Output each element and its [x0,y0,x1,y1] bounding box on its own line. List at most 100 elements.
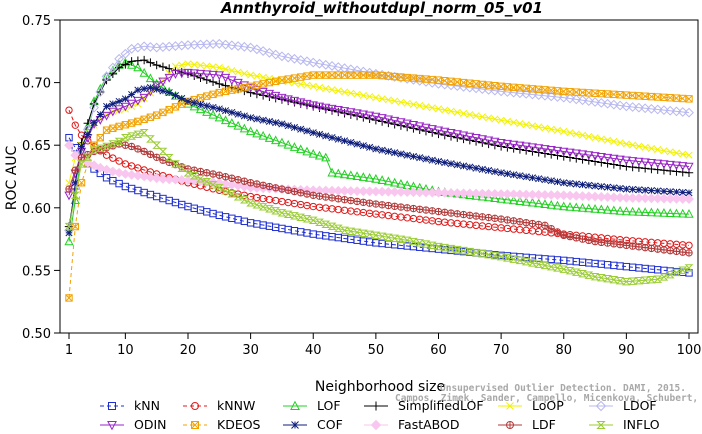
data-point-marker [209,90,217,99]
data-point-marker [228,108,236,116]
data-point-marker [133,130,143,139]
data-point-marker [234,110,242,118]
data-point-marker [272,119,280,127]
data-point-marker [127,119,136,127]
data-point-marker [640,276,650,284]
data-point-marker [191,421,199,429]
data-point-marker [214,38,225,49]
data-point-marker [251,183,262,193]
data-point-marker [515,141,525,151]
legend-label: kNN [134,398,160,413]
data-point-marker [596,97,607,108]
data-point-marker [646,103,657,114]
data-point-marker [585,132,593,140]
data-point-marker [629,185,637,193]
data-point-marker [584,271,594,279]
data-point-marker [322,193,330,201]
data-point-marker [165,89,173,97]
data-point-marker [264,47,275,58]
data-point-marker [271,184,280,192]
data-point-marker [220,73,231,83]
data-point-marker [352,186,362,197]
data-point-marker [547,125,555,133]
data-point-marker [596,191,607,202]
data-point-marker [671,161,682,171]
data-point-marker [671,193,682,204]
data-point-marker [453,108,461,116]
data-point-marker [459,246,468,255]
data-point-marker [472,112,480,120]
data-point-marker [247,114,255,122]
data-point-marker [389,186,400,197]
data-point-marker [685,151,693,159]
data-point-marker [347,138,355,146]
data-point-marker [165,105,173,114]
data-point-marker [402,236,412,245]
data-point-marker [226,40,237,51]
data-point-marker [246,179,255,187]
data-point-marker [121,95,129,103]
data-point-marker [522,218,530,227]
data-point-marker [371,173,381,183]
data-point-marker [652,193,663,204]
data-point-marker [227,118,237,127]
data-point-marker [345,186,356,196]
data-point-marker [227,76,237,86]
data-point-marker [497,169,505,177]
data-point-marker [565,266,575,275]
data-point-marker [591,237,599,246]
data-point-marker [608,99,619,110]
data-point-marker [434,207,443,216]
data-point-marker [584,156,593,165]
data-point-marker [152,153,161,162]
data-point-marker [415,122,425,132]
data-point-marker [171,160,180,168]
data-point-marker [659,193,669,204]
data-point-marker [308,57,319,68]
data-point-marker [527,197,538,207]
data-point-marker [196,175,205,183]
data-point-marker [577,95,588,106]
data-point-marker [509,217,518,225]
data-point-marker [416,154,424,162]
data-point-marker [572,154,581,163]
series-inflo [64,128,694,286]
data-point-marker [646,193,657,204]
data-point-marker [158,147,168,156]
data-point-marker [314,58,325,69]
data-point-marker [390,116,400,126]
data-point-marker [434,105,443,113]
data-point-marker [203,62,211,70]
data-point-marker [422,206,430,214]
data-point-marker [202,178,212,186]
x-tick-label: 20 [180,343,197,358]
data-point-marker [139,171,150,182]
data-point-marker [559,147,569,157]
data-point-marker [403,151,411,159]
data-point-marker [383,233,393,242]
data-point-marker [284,122,292,130]
data-point-marker [322,85,330,93]
data-point-marker [472,164,480,172]
data-point-marker [489,188,500,199]
data-point-marker [459,210,468,219]
data-point-marker [371,401,381,411]
data-point-marker [521,257,531,266]
data-point-marker [441,106,449,114]
data-point-marker [228,67,236,75]
data-point-marker [209,63,217,71]
data-point-marker [485,114,493,122]
data-point-marker [616,139,624,147]
data-point-marker [370,419,382,431]
data-point-marker [621,192,632,203]
data-point-marker [315,218,324,227]
data-point-marker [134,117,142,126]
legend-label: kNNW [217,398,255,413]
data-point-marker [571,202,581,212]
data-point-marker [665,208,675,218]
data-point-marker [145,42,156,52]
data-point-marker [346,227,356,236]
data-point-marker [516,84,524,92]
x-tick-label: 30 [242,343,259,358]
data-point-marker [604,183,612,191]
